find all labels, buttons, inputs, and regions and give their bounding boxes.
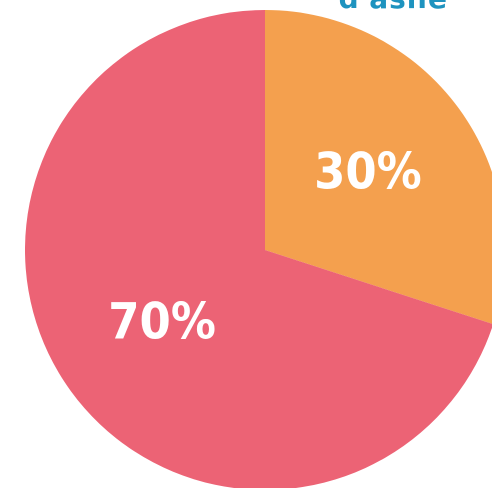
pie-slice-2: [25, 10, 492, 488]
slice-label-2: 70%: [108, 292, 216, 350]
slice-label-1: 30%: [314, 143, 422, 201]
chart-title-fragment: d'asile: [339, 0, 448, 15]
pie-slice-1: [265, 10, 492, 324]
slice-labels: 30% 70%: [108, 143, 421, 351]
pie-slices: [25, 10, 492, 488]
